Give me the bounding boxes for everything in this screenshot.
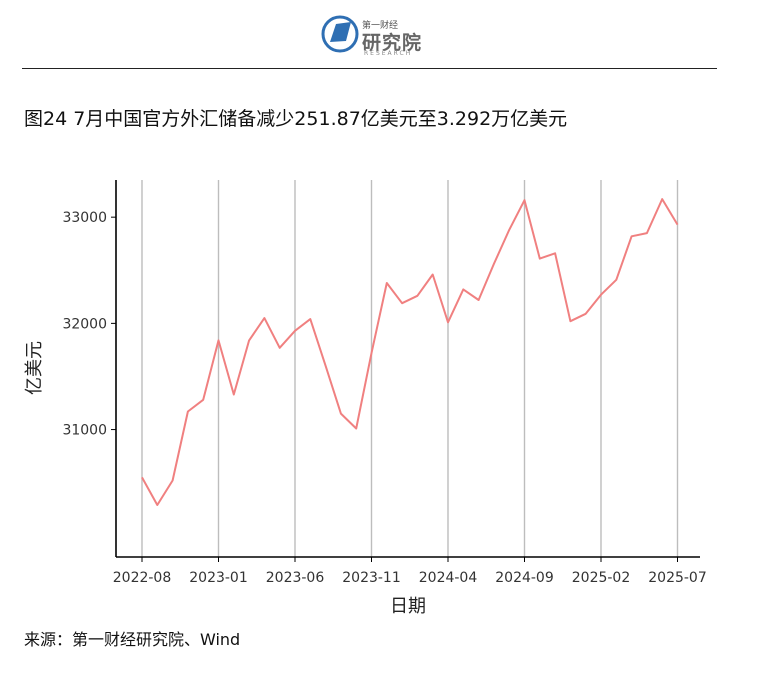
x-tick-label: 2024-04: [419, 570, 478, 586]
source-note: 来源：第一财经研究院、Wind: [24, 630, 241, 649]
x-tick-label: 2025-07: [648, 570, 707, 586]
header-divider: [22, 68, 717, 69]
logo-main-text: 研究院: [362, 32, 423, 54]
series-line: [141, 198, 679, 506]
logo-top-text: 第一财经: [362, 21, 399, 31]
x-tick-label: 2025-02: [572, 570, 631, 586]
y-tick-label: 32000: [62, 316, 107, 332]
x-tick-label: 2023-11: [342, 570, 401, 586]
y-tick-label: 33000: [62, 210, 107, 226]
x-tick-label: 2023-06: [266, 570, 325, 586]
series-group: [141, 198, 679, 506]
logo-emblem-icon: [321, 15, 359, 53]
x-tick-label: 2023-01: [189, 570, 248, 586]
research-logo: 第一财经 研究院 RESEARCH: [320, 12, 430, 60]
gridlines: [141, 180, 679, 557]
logo-sub-text: RESEARCH: [364, 50, 413, 57]
tick-labels: 2022-08 2023-01 2023-06 2023-11 2024-04 2024-…: [62, 210, 706, 586]
x-axis-label: 日期: [390, 596, 426, 617]
y-axis-label: 亿美元: [24, 341, 45, 395]
y-tick-label: 31000: [62, 423, 107, 439]
chart-title: 图24 7月中国官方外汇储备减少251.87亿美元至3.292万亿美元: [24, 108, 568, 130]
x-tick-label: 2024-09: [495, 570, 554, 586]
axes: [111, 180, 700, 562]
x-tick-label: 2022-08: [113, 570, 172, 586]
